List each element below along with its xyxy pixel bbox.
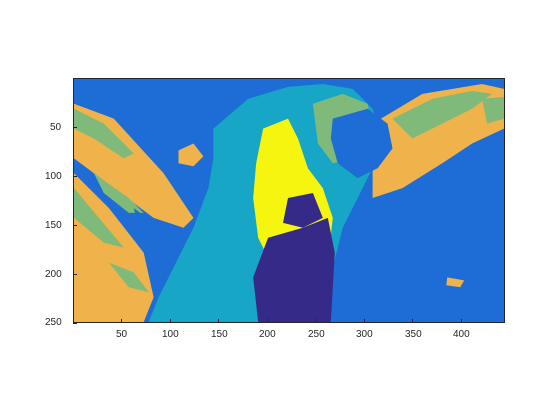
x-tick-label: 100 — [162, 329, 179, 340]
y-tick-mark — [73, 322, 77, 324]
left-wing-streak — [93, 173, 144, 213]
x-tick-mark — [363, 319, 365, 323]
x-tick-label: 50 — [116, 329, 128, 340]
parrot-underside-patch — [283, 193, 323, 228]
x-tick-label: 200 — [259, 329, 276, 340]
left-lower-streak — [74, 188, 124, 248]
x-tick-mark — [460, 319, 462, 323]
x-tick-label: 350 — [405, 329, 422, 340]
x-tick-label: 250 — [308, 329, 325, 340]
left-lower-streak — [108, 262, 149, 293]
right-wing-streak — [392, 90, 493, 139]
y-tick-mark — [73, 126, 77, 128]
x-tick-mark — [315, 319, 317, 323]
left-wing-streak — [74, 108, 134, 159]
x-tick-mark — [412, 319, 414, 323]
spot — [446, 277, 465, 288]
y-tick-label: 250 — [45, 317, 62, 328]
y-tick-mark — [73, 273, 77, 275]
y-tick-mark — [73, 175, 77, 177]
y-tick-label: 150 — [45, 220, 62, 231]
y-tick-label: 50 — [50, 122, 62, 133]
left-lower-gap — [133, 207, 184, 278]
y-tick-label: 100 — [45, 171, 62, 182]
parrot-image — [74, 79, 504, 322]
x-tick-mark — [218, 319, 220, 323]
x-tick-mark — [169, 319, 171, 323]
parrot-underside — [253, 217, 335, 322]
x-tick-mark — [121, 319, 123, 323]
x-tick-label: 300 — [356, 329, 373, 340]
x-tick-label: 400 — [453, 329, 470, 340]
image-axes — [73, 78, 505, 323]
y-tick-label: 200 — [45, 269, 62, 280]
x-tick-label: 150 — [211, 329, 228, 340]
x-tick-mark — [266, 319, 268, 323]
spot — [178, 143, 204, 167]
y-tick-mark — [73, 224, 77, 226]
parrot-beak — [330, 108, 393, 179]
right-wing-streak — [482, 96, 504, 124]
